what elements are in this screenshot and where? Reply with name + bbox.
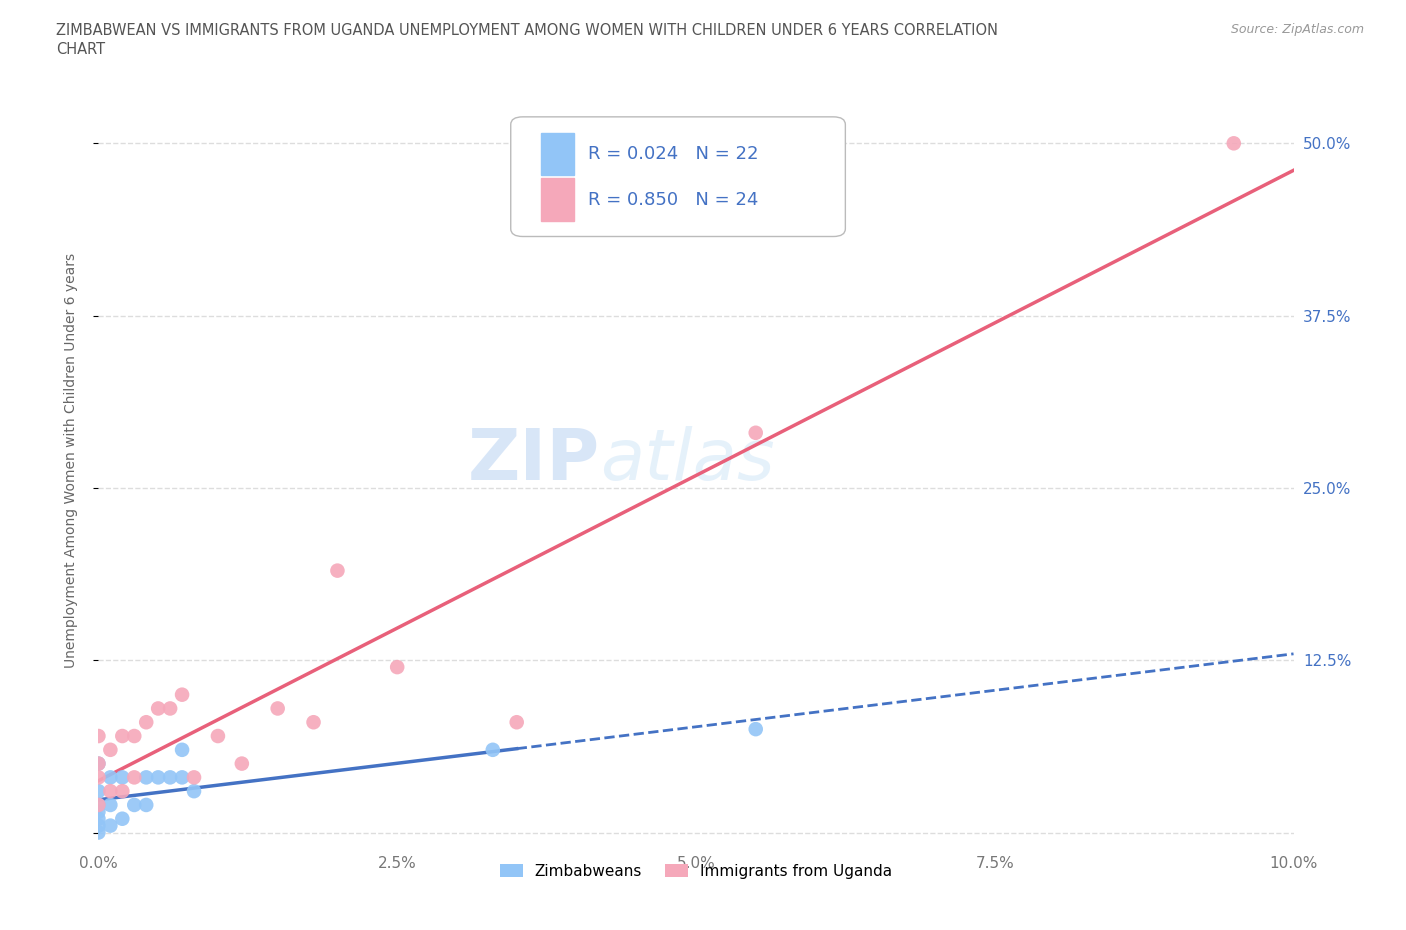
- Point: [87, 804, 110, 819]
- Point: [111, 770, 134, 785]
- Point: [745, 722, 768, 737]
- Y-axis label: Unemployment Among Women with Children Under 6 years: Unemployment Among Women with Children U…: [63, 253, 77, 668]
- Text: CHART: CHART: [56, 42, 105, 57]
- Point: [87, 784, 110, 799]
- Point: [482, 742, 505, 757]
- Point: [111, 784, 134, 799]
- Point: [87, 818, 110, 833]
- Point: [98, 818, 122, 833]
- Text: R = 0.024   N = 22: R = 0.024 N = 22: [589, 145, 759, 163]
- Point: [159, 701, 181, 716]
- Point: [87, 728, 110, 743]
- FancyBboxPatch shape: [510, 117, 845, 236]
- Legend: Zimbabweans, Immigrants from Uganda: Zimbabweans, Immigrants from Uganda: [494, 857, 898, 885]
- Point: [135, 798, 157, 813]
- Point: [326, 564, 349, 578]
- Point: [87, 756, 110, 771]
- Point: [98, 770, 122, 785]
- Point: [159, 770, 181, 785]
- Point: [111, 811, 134, 826]
- Point: [745, 425, 768, 440]
- Point: [506, 715, 529, 730]
- Point: [87, 756, 110, 771]
- Point: [87, 798, 110, 813]
- Text: atlas: atlas: [600, 426, 775, 495]
- Point: [87, 770, 110, 785]
- Point: [172, 742, 194, 757]
- Text: ZIP: ZIP: [468, 426, 600, 495]
- Point: [172, 770, 194, 785]
- Point: [87, 825, 110, 840]
- Point: [98, 784, 122, 799]
- Text: R = 0.850   N = 24: R = 0.850 N = 24: [589, 191, 759, 208]
- Point: [183, 784, 205, 799]
- Point: [183, 770, 205, 785]
- Point: [148, 770, 170, 785]
- Point: [207, 728, 229, 743]
- FancyBboxPatch shape: [541, 132, 574, 175]
- Point: [135, 770, 157, 785]
- Point: [231, 756, 253, 771]
- Point: [135, 715, 157, 730]
- Point: [172, 687, 194, 702]
- Point: [124, 798, 146, 813]
- Point: [385, 659, 409, 674]
- Point: [148, 701, 170, 716]
- Point: [124, 770, 146, 785]
- Text: ZIMBABWEAN VS IMMIGRANTS FROM UGANDA UNEMPLOYMENT AMONG WOMEN WITH CHILDREN UNDE: ZIMBABWEAN VS IMMIGRANTS FROM UGANDA UNE…: [56, 23, 998, 38]
- Text: Source: ZipAtlas.com: Source: ZipAtlas.com: [1230, 23, 1364, 36]
- Point: [87, 811, 110, 826]
- Point: [111, 728, 134, 743]
- Point: [302, 715, 325, 730]
- Point: [124, 728, 146, 743]
- Point: [267, 701, 290, 716]
- Point: [98, 742, 122, 757]
- FancyBboxPatch shape: [541, 179, 574, 220]
- Point: [98, 798, 122, 813]
- Point: [1223, 136, 1246, 151]
- Point: [87, 798, 110, 813]
